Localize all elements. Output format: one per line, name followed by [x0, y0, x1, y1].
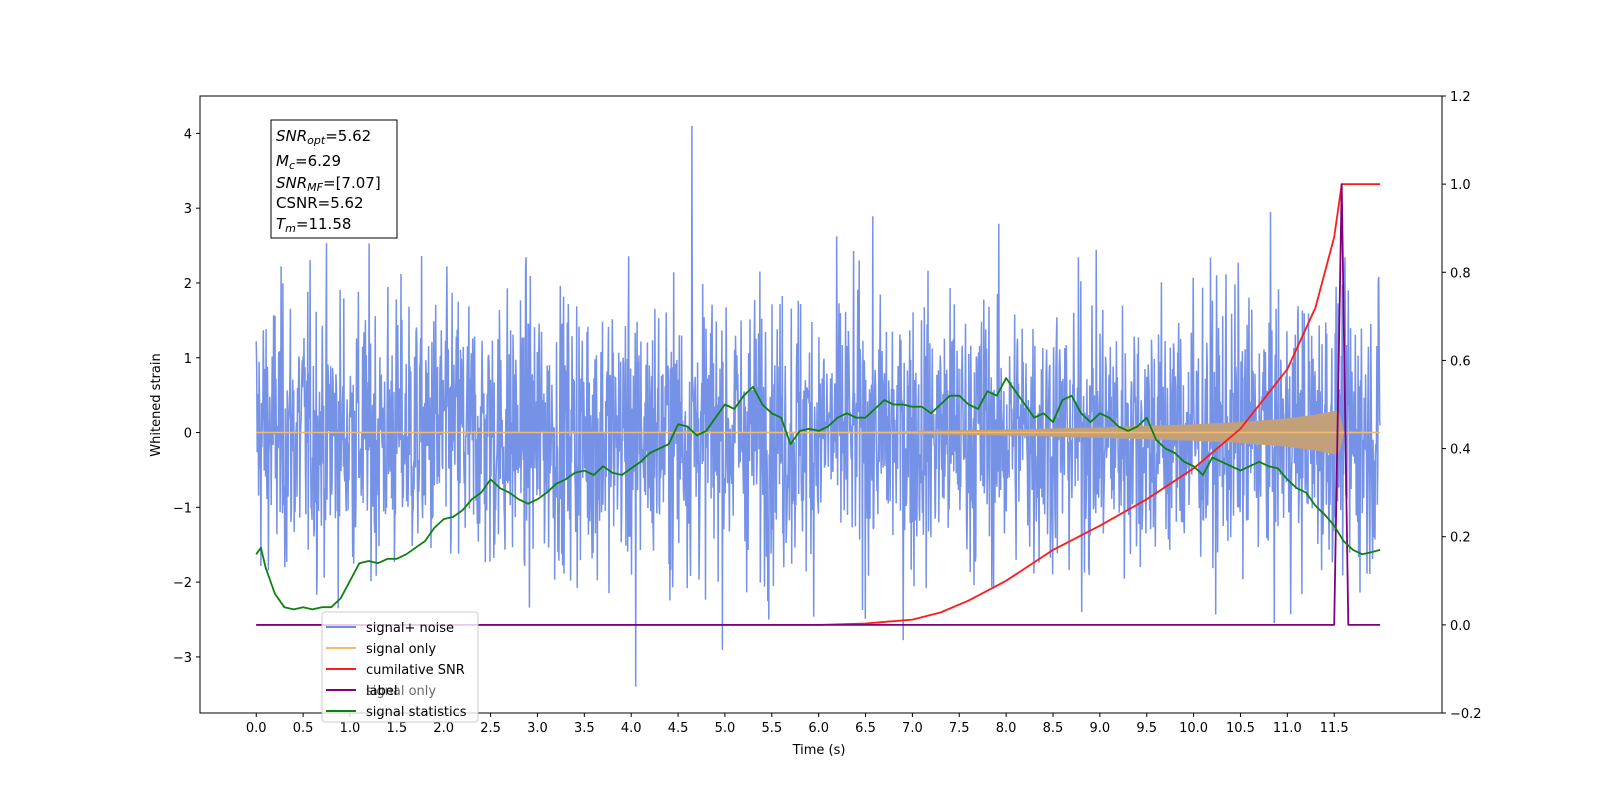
annotation-snr-mf: SNRMF=[7.07] [276, 174, 381, 194]
y-tick-label: 1 [184, 352, 192, 367]
x-tick-label: 2.0 [433, 721, 454, 736]
y-axis-label: Whitened strain [149, 353, 164, 456]
legend-frame [321, 611, 479, 723]
x-tick-label: 11.0 [1273, 721, 1302, 736]
x-tick-label: 7.5 [949, 721, 970, 736]
y-tick-label: 2 [184, 277, 192, 292]
y2-tick-label: 0.2 [1450, 531, 1471, 546]
y-axis-left: 4 3 2 1 0 −1 −2 −3 [173, 127, 200, 666]
y2-tick-label: 0.6 [1450, 354, 1471, 369]
legend-overlap-text: signal only [366, 684, 436, 699]
x-tick-label: 1.5 [387, 721, 408, 736]
x-tick-label: 11.5 [1320, 721, 1349, 736]
x-tick-label: 6.0 [808, 721, 829, 736]
annotation-tm: Tm=11.58 [276, 215, 351, 235]
x-tick-label: 5.5 [761, 721, 782, 736]
y-tick-label: −1 [173, 501, 192, 516]
y-tick-label: 4 [184, 127, 192, 142]
series-cumulative-snr [256, 183, 1381, 626]
y2-tick-label: 1.2 [1450, 90, 1471, 105]
legend-label: cumilative SNR [366, 663, 465, 678]
y-axis-right: 1.2 1.0 0.8 0.6 0.4 0.2 0.0 −0.2 [1442, 90, 1482, 722]
y2-tick-label: 1.0 [1450, 178, 1471, 193]
legend-label: signal only [366, 642, 436, 657]
x-tick-label: 10.5 [1226, 721, 1255, 736]
legend-entries: signal+ noise signal only cumilative SNR la… [326, 621, 467, 720]
x-tick-label: 0.0 [246, 721, 267, 736]
y-tick-label: 0 [184, 427, 192, 442]
series-layer [255, 125, 1381, 687]
x-axis-label: Time (s) [792, 743, 846, 758]
legend-label: label [366, 684, 397, 699]
y2-tick-label: 0.0 [1450, 619, 1471, 634]
x-tick-label: 3.5 [574, 721, 595, 736]
series-signal-noise [255, 125, 1381, 687]
x-tick-label: 2.5 [480, 721, 501, 736]
legend-label: signal statistics [366, 705, 467, 720]
annotation-snr-opt: SNRopt=5.62 [276, 127, 371, 147]
x-tick-label: 7.0 [902, 721, 923, 736]
y2-tick-label: 0.4 [1450, 443, 1471, 458]
x-axis: 0.0 0.5 1.0 1.5 2.0 2.5 3.0 3.5 4.0 4.5 5.0 5.5 6.0 6… [246, 713, 1349, 736]
x-tick-label: 8.0 [996, 721, 1017, 736]
legend-label: signal+ noise [366, 621, 454, 636]
x-tick-label: 0.5 [293, 721, 314, 736]
series-signal-statistics [255, 377, 1381, 611]
x-tick-label: 9.5 [1136, 721, 1157, 736]
y-tick-label: 3 [184, 202, 192, 217]
x-tick-label: 4.5 [668, 721, 689, 736]
y-tick-label: −3 [173, 651, 192, 666]
legend: signal+ noise signal only cumilative SNR la… [321, 611, 479, 723]
x-tick-label: 3.0 [527, 721, 548, 736]
plot-frame [199, 95, 1443, 714]
annotation-box: SNRopt=5.62 Mc=6.29 SNRMF=[7.07] CSNR=5.… [270, 119, 398, 239]
annotation-mc: Mc=6.29 [276, 152, 341, 172]
x-tick-label: 10.0 [1179, 721, 1208, 736]
y2-tick-label: 0.8 [1450, 266, 1471, 281]
annotation-csnr: CSNR=5.62 [276, 194, 364, 212]
x-tick-label: 4.0 [621, 721, 642, 736]
x-tick-label: 6.5 [855, 721, 876, 736]
series-label [256, 183, 1381, 626]
x-tick-label: 9.0 [1090, 721, 1111, 736]
y-tick-label: −2 [173, 576, 192, 591]
x-tick-label: 1.0 [340, 721, 361, 736]
x-tick-label: 8.5 [1043, 721, 1064, 736]
x-tick-label: 5.0 [715, 721, 736, 736]
y2-tick-label: −0.2 [1450, 707, 1482, 722]
